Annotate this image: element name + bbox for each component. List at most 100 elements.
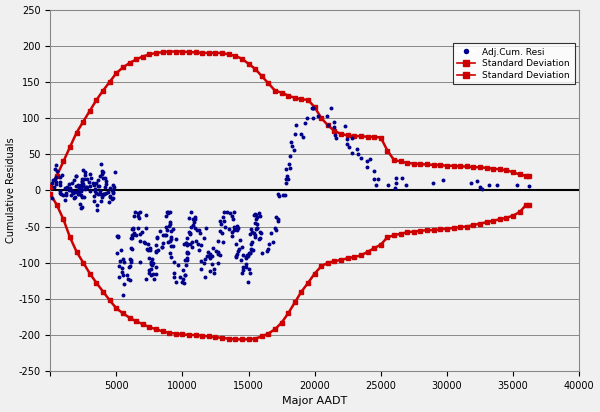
Point: [135, 209, 145, 215]
Point: [158, 232, 168, 239]
Point: [223, 209, 232, 215]
Point: [165, 238, 175, 244]
Point: [245, 250, 255, 257]
Point: [178, 276, 188, 283]
Point: [112, 250, 122, 256]
Point: [145, 267, 154, 274]
Point: [326, 104, 335, 111]
Point: [181, 262, 191, 268]
Point: [275, 192, 284, 199]
Point: [113, 234, 122, 240]
Point: [55, 182, 65, 189]
Point: [308, 104, 318, 111]
Point: [182, 248, 192, 255]
Point: [281, 166, 291, 173]
Point: [69, 195, 79, 201]
Point: [285, 153, 295, 159]
Point: [206, 267, 215, 274]
Point: [271, 225, 280, 232]
Point: [106, 193, 115, 200]
Point: [175, 274, 185, 281]
Point: [250, 234, 260, 241]
Point: [125, 277, 134, 283]
Point: [256, 234, 265, 241]
Point: [95, 190, 104, 197]
Point: [113, 232, 122, 239]
Point: [353, 151, 362, 158]
Point: [73, 182, 83, 189]
Point: [373, 176, 383, 182]
Point: [86, 188, 95, 195]
Point: [219, 218, 229, 224]
Point: [99, 190, 109, 197]
Point: [391, 179, 401, 186]
Point: [397, 175, 406, 181]
Point: [126, 234, 136, 241]
Point: [245, 231, 255, 237]
Point: [227, 229, 236, 236]
Point: [283, 176, 292, 183]
Point: [135, 258, 145, 265]
Point: [129, 230, 139, 236]
Point: [163, 210, 173, 217]
Point: [131, 232, 141, 238]
Point: [95, 188, 105, 194]
Point: [146, 259, 155, 265]
Point: [184, 214, 193, 221]
Point: [179, 241, 189, 248]
Point: [331, 134, 340, 141]
Point: [77, 183, 86, 190]
Point: [118, 255, 128, 262]
Point: [85, 171, 95, 177]
Point: [302, 115, 312, 121]
Point: [243, 253, 253, 259]
Point: [344, 144, 354, 150]
Point: [245, 266, 254, 273]
Point: [180, 272, 190, 279]
Point: [71, 183, 80, 189]
Point: [182, 255, 192, 262]
Point: [179, 280, 189, 286]
Point: [158, 243, 167, 250]
Point: [227, 232, 236, 239]
Point: [236, 257, 246, 263]
Point: [233, 225, 243, 231]
Point: [77, 178, 87, 185]
Point: [281, 176, 291, 182]
Point: [182, 256, 192, 263]
Point: [233, 222, 242, 229]
Point: [229, 209, 238, 215]
Point: [165, 250, 175, 256]
Point: [70, 177, 79, 184]
Point: [106, 185, 115, 192]
Point: [155, 227, 164, 234]
Point: [323, 112, 332, 119]
Point: [171, 279, 181, 286]
Point: [65, 185, 75, 192]
Point: [97, 194, 107, 201]
Point: [248, 239, 257, 245]
Point: [71, 173, 81, 179]
Point: [101, 190, 111, 197]
Point: [200, 260, 209, 266]
Point: [103, 189, 113, 196]
Point: [112, 232, 122, 239]
Point: [141, 212, 151, 218]
Point: [56, 187, 65, 194]
Point: [243, 279, 253, 286]
Point: [168, 225, 178, 232]
Point: [146, 261, 155, 267]
Point: [165, 219, 175, 225]
Point: [195, 230, 205, 236]
Point: [184, 229, 194, 236]
Point: [268, 239, 278, 245]
Point: [101, 180, 110, 187]
Point: [173, 262, 183, 269]
Point: [125, 263, 135, 269]
Point: [362, 158, 372, 164]
Point: [323, 121, 333, 128]
Point: [284, 161, 294, 167]
Point: [241, 254, 250, 261]
Point: [67, 188, 76, 194]
Point: [215, 251, 225, 258]
